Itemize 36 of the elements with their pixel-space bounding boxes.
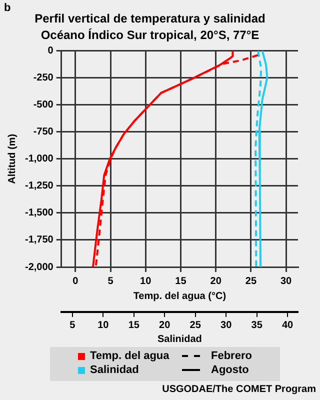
line-series [94, 54, 259, 267]
y-tick-label: -750 [33, 126, 54, 138]
x-tick-label: 20 [210, 276, 222, 287]
x2-tick-label: 20 [159, 320, 171, 331]
y-axis-title: Altitud (m) [6, 134, 18, 184]
x-tick-label: 0 [72, 276, 79, 287]
text: b [4, 2, 11, 14]
y-tick-label: -1,000 [24, 154, 54, 165]
x2-tick-label: 30 [220, 320, 232, 331]
text: Agosto [211, 364, 249, 376]
x2-tick-label: 15 [128, 320, 140, 331]
x2-axis-title: Salinidad [157, 334, 202, 345]
x-tick-label: 25 [245, 276, 257, 287]
y-tick-label: -1,250 [24, 180, 54, 192]
chart-title: Perfil vertical de temperatura y salinidad [34, 12, 266, 26]
legend-label: Temp. del agua [90, 350, 170, 362]
legend-label: Salinidad [90, 364, 139, 376]
x-axis-title: Temp. del agua (°C) [133, 290, 226, 302]
text: Febrero [211, 350, 252, 362]
y-tick-label: -500 [33, 100, 54, 111]
chart-subtitle: Océano Índico Sur tropical, 20°S, 77°E [40, 28, 260, 42]
y-tick-label: -2,000 [24, 262, 54, 273]
x-tick-label: 5 [108, 276, 114, 287]
x-tick-label: 15 [175, 276, 187, 287]
x-tick-label: 10 [140, 276, 152, 287]
y-tick-label: -250 [33, 72, 54, 84]
x2-tick-label: 10 [98, 320, 110, 331]
text: USGODAE/The COMET Program [162, 384, 316, 395]
y-tick-label: -1,750 [24, 234, 54, 246]
x2-tick-label: 25 [190, 320, 202, 331]
x2-tick-label: 5 [70, 320, 76, 331]
x-tick-label: 30 [280, 276, 292, 287]
y-tick-label: -1,500 [24, 208, 54, 219]
x2-tick-label: 35 [251, 320, 263, 331]
x2-tick-label: 40 [282, 320, 294, 331]
y-tick-label: 0 [48, 46, 54, 57]
